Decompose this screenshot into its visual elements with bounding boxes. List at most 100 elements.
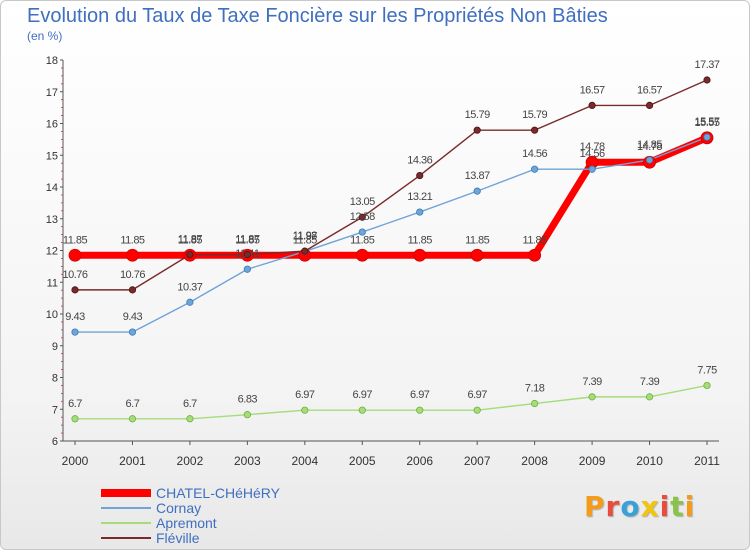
- x-tick-label: 2003: [234, 454, 261, 468]
- data-label: 6.83: [238, 394, 258, 406]
- x-tick-label: 2007: [464, 454, 491, 468]
- data-label: 11.85: [120, 234, 145, 246]
- y-tick-label: 12: [46, 246, 58, 258]
- logo-letter: o: [620, 490, 641, 523]
- data-point: [416, 208, 424, 216]
- data-point: [645, 393, 654, 401]
- data-label: 7.39: [582, 376, 602, 388]
- data-label: 7.39: [640, 376, 660, 388]
- data-point: [126, 248, 139, 262]
- data-point: [358, 228, 366, 236]
- data-point: [703, 133, 711, 141]
- data-point: [355, 248, 369, 262]
- data-point: [186, 298, 194, 306]
- data-label: 11.85: [235, 234, 260, 246]
- data-point: [71, 415, 79, 423]
- series-line-apremont: [75, 384, 708, 420]
- series-line-chatel-ch-h-ry: [75, 134, 709, 259]
- y-tick-label: 9: [52, 341, 58, 353]
- x-tick-label: 2004: [291, 454, 318, 468]
- data-point: [243, 251, 251, 259]
- data-label: 7.18: [525, 383, 545, 395]
- x-tick-label: 2010: [636, 454, 663, 468]
- y-tick-label: 17: [46, 87, 58, 99]
- data-label: 11.98: [293, 230, 318, 242]
- y-tick-label: 7: [52, 404, 58, 416]
- data-label: 14.56: [580, 148, 605, 160]
- data-label: 13.21: [407, 191, 432, 203]
- data-label: 15.57: [694, 116, 719, 128]
- x-tick-label: 2011: [694, 454, 720, 468]
- data-point: [645, 156, 654, 164]
- data-label: 9.43: [123, 311, 143, 323]
- data-point: [645, 101, 654, 110]
- y-tick-label: 18: [46, 55, 58, 67]
- y-tick-label: 14: [46, 182, 58, 194]
- data-label: 14.85: [637, 139, 662, 151]
- data-label: 10.76: [120, 269, 145, 281]
- data-label: 6.97: [467, 389, 487, 401]
- data-label: 16.57: [637, 84, 662, 96]
- data-label: 11.85: [408, 234, 433, 246]
- plot-area: [63, 60, 719, 441]
- x-tick-label: 2002: [177, 454, 204, 468]
- data-point: [416, 171, 424, 180]
- data-point: [128, 415, 137, 423]
- data-point: [413, 248, 427, 262]
- data-point: [473, 126, 481, 134]
- data-point: [71, 328, 79, 336]
- y-tick-label: 13: [46, 214, 58, 226]
- data-point: [128, 286, 137, 294]
- x-tick-label: 2006: [406, 454, 433, 468]
- data-point: [71, 286, 79, 294]
- series-line-fl-ville: [75, 79, 708, 291]
- chart-title: Evolution du Taux de Taxe Foncière sur l…: [27, 5, 608, 27]
- data-label: 15.55: [694, 117, 719, 129]
- data-point: [531, 126, 539, 134]
- data-label: 6.7: [183, 398, 197, 410]
- data-label: 16.57: [580, 84, 605, 96]
- data-point: [186, 415, 194, 423]
- proxiti-logo: Proxiti: [584, 490, 695, 523]
- data-label: 15.79: [522, 109, 547, 121]
- data-label: 15.79: [465, 109, 490, 121]
- data-point: [531, 165, 539, 173]
- logo-letter: r: [605, 490, 621, 523]
- y-axis-unit-label: (en %): [27, 29, 63, 43]
- x-tick-label: 2008: [521, 454, 548, 468]
- data-point: [703, 381, 711, 390]
- data-point: [473, 187, 481, 195]
- x-tick-label: 2005: [349, 454, 376, 468]
- data-label: 11.85: [293, 234, 318, 246]
- data-point: [416, 406, 424, 414]
- data-point: [473, 406, 481, 414]
- data-label: 17.37: [694, 59, 719, 71]
- data-point: [588, 165, 596, 173]
- data-label: 10.37: [177, 281, 202, 293]
- legend-label: Fléville: [156, 530, 200, 546]
- data-point: [243, 265, 251, 273]
- data-label: 11.85: [178, 234, 203, 246]
- data-point: [703, 76, 711, 84]
- data-point: [358, 406, 366, 414]
- data-point: [128, 328, 137, 336]
- data-label: 12.58: [350, 211, 375, 223]
- data-label: 6.7: [68, 398, 82, 410]
- y-tick-label: 15: [46, 150, 58, 162]
- data-label: 6.97: [353, 389, 373, 401]
- data-label: 11.85: [63, 234, 88, 246]
- data-point: [588, 101, 596, 110]
- data-label: 10.76: [62, 269, 87, 281]
- y-tick-label: 16: [46, 119, 58, 131]
- data-label: 13.05: [350, 196, 375, 208]
- data-point: [588, 393, 596, 401]
- x-tick-label: 2000: [62, 454, 89, 468]
- data-label: 11.85: [465, 234, 490, 246]
- y-tick-label: 6: [52, 436, 58, 448]
- data-point: [358, 213, 366, 221]
- data-label: 14.78: [580, 141, 605, 153]
- data-point: [243, 411, 251, 419]
